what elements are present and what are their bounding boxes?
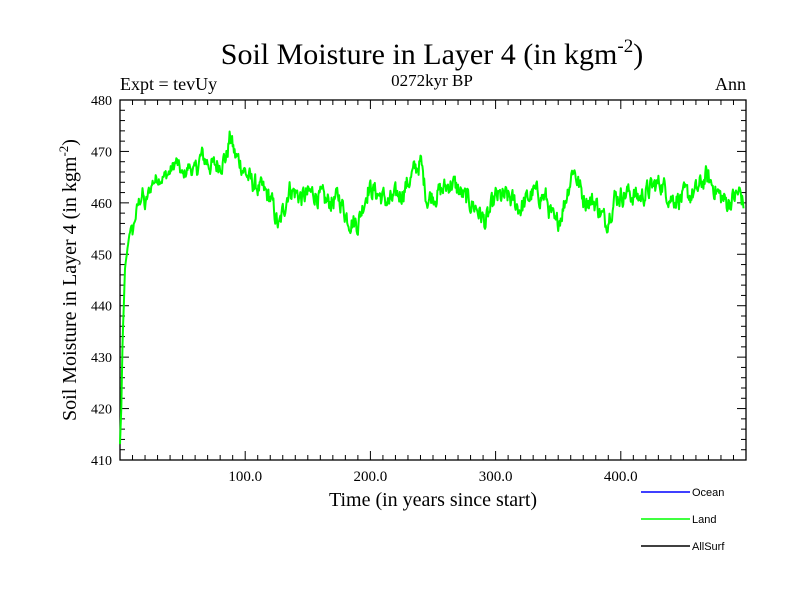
chart-title-main: Soil Moisture in Layer 4 (in kgm [221,38,618,71]
x-tick-label: 200.0 [354,469,388,485]
x-axis-label: Time (in years since start) [329,489,537,511]
legend-label-allsurf: AllSurf [692,541,725,553]
y-tick-label: 430 [91,351,112,366]
y-axis-label-close: ) [59,139,81,146]
chart-title-close: ) [633,38,643,71]
y-tick-label: 460 [91,197,112,212]
y-tick-label: 440 [91,300,112,315]
plot-area [119,99,747,461]
legend-label-ocean: Ocean [692,487,724,499]
y-tick-label: 450 [91,248,112,263]
y-axis-label-main: Soil Moisture in Layer 4 (in kgm [59,156,81,421]
x-tick-labels: 100.0 200.0 300.0 400.0 [228,469,637,485]
y-tick-labels: 410 420 430 440 450 460 470 480 [91,94,112,469]
series-line-land [119,130,745,445]
legend-label-land: Land [692,514,716,526]
x-tick-label: 100.0 [228,469,262,485]
series-lines [119,130,745,445]
season-label: Ann [715,74,746,94]
legend: Ocean Land AllSurf [641,487,725,553]
y-tick-label: 410 [91,454,112,469]
y-tick-label: 420 [91,403,112,418]
x-tick-label: 400.0 [604,469,638,485]
chart-title-sup: -2 [617,36,633,57]
y-tick-label: 470 [91,145,112,160]
y-axis-label: Soil Moisture in Layer 4 (in kgm-2) [56,139,81,421]
axis-ticks [120,99,746,461]
y-axis-label-sup: -2 [56,146,71,157]
chart-title: Soil Moisture in Layer 4 (in kgm-2) [221,36,643,71]
y-tick-label: 480 [91,94,112,109]
subtitle: 0272kyr BP [391,71,473,90]
experiment-label: Expt = tevUy [120,74,217,94]
x-tick-label: 300.0 [479,469,513,485]
